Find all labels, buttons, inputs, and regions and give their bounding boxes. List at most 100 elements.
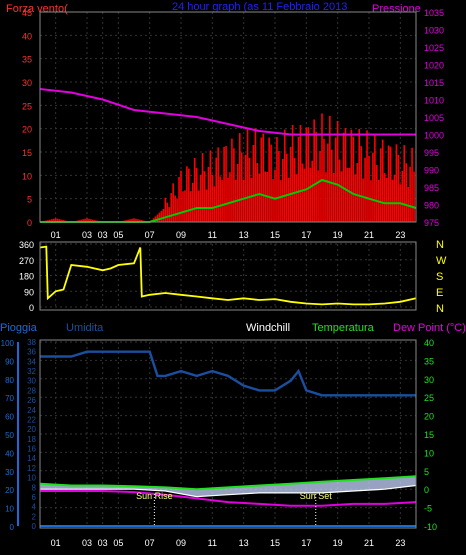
tick-label-direction: 0 <box>29 303 34 313</box>
panel3-frame <box>39 339 417 529</box>
tick-label-rain: 100 <box>1 339 15 348</box>
x-tick-label: 03 <box>98 230 108 240</box>
tick-label-humidity: 38 <box>27 338 36 347</box>
tick-label-temp: 25 <box>424 393 434 403</box>
dewpoint-line <box>40 490 417 507</box>
tick-label-left: 20 <box>22 125 32 135</box>
compass-letter: N <box>436 303 444 315</box>
tick-label-left: 40 <box>22 31 32 41</box>
tick-label-right: 980 <box>424 201 439 211</box>
x-tick-label: 11 <box>208 538 217 548</box>
tick-label-temp: -5 <box>424 504 432 514</box>
x-tick-label: 05 <box>113 538 123 548</box>
x-tick-label: 19 <box>333 538 343 548</box>
compass-letter: W <box>436 255 447 267</box>
tick-label-rain: 90 <box>5 357 14 366</box>
tick-label-humidity: 30 <box>27 377 36 386</box>
temperature-line <box>39 475 417 491</box>
tick-label-temp: 40 <box>424 338 434 348</box>
tick-label-direction: 270 <box>19 256 34 266</box>
tick-label-left: 45 <box>22 8 32 18</box>
x-tick-label: 03 <box>82 538 92 548</box>
panel3-axes: 0102030405060708090100024681012141618202… <box>1 338 437 548</box>
x-tick-label: 21 <box>364 230 374 240</box>
windchill-line <box>40 484 417 498</box>
tick-label-temp: 20 <box>424 412 434 422</box>
tick-label-left: 0 <box>27 218 32 228</box>
tick-label-temp: -10 <box>424 522 437 532</box>
humidity-line <box>40 350 416 397</box>
tick-label-rain: 10 <box>5 505 14 514</box>
tick-label-rain: 80 <box>5 376 14 385</box>
x-tick-label: 09 <box>176 230 186 240</box>
tick-label-humidity: 18 <box>27 435 36 444</box>
tick-label-left: 5 <box>27 195 32 205</box>
tick-label-rain: 20 <box>5 486 14 495</box>
tick-label-humidity: 14 <box>27 454 36 463</box>
tick-label-right: 1000 <box>424 131 444 141</box>
tick-label-temp: 5 <box>424 467 429 477</box>
humidity-label: Umidita <box>66 322 104 334</box>
tick-label-left: 25 <box>22 101 32 111</box>
x-tick-label: 19 <box>333 230 343 240</box>
tick-label-humidity: 8 <box>32 483 37 492</box>
rain-label: Pioggia <box>0 322 38 334</box>
panel1-series <box>39 88 417 223</box>
panel1-frame <box>39 11 417 223</box>
tick-label-rain: 0 <box>10 523 15 532</box>
tick-label-humidity: 32 <box>27 367 36 376</box>
tick-label-left: 10 <box>22 171 32 181</box>
panel1-axes: 0510152025303540459759809859909951000100… <box>22 8 444 240</box>
tick-label-rain: 40 <box>5 449 14 458</box>
tick-label-temp: 35 <box>424 356 434 366</box>
tick-label-temp: 15 <box>424 430 434 440</box>
x-tick-label: 07 <box>145 538 155 548</box>
tick-label-humidity: 36 <box>27 348 36 357</box>
panel3-grid <box>40 341 416 527</box>
panel2-frame <box>39 241 417 311</box>
compass-letter: N <box>436 239 444 251</box>
dewpoint-label: Dew Point (°C) <box>393 322 466 334</box>
tick-label-direction: 90 <box>24 287 34 297</box>
x-tick-label: 15 <box>270 230 280 240</box>
panel2-series <box>39 245 417 306</box>
tick-label-right: 975 <box>424 218 439 228</box>
tick-label-temp: 0 <box>424 485 429 495</box>
x-tick-label: 13 <box>239 538 249 548</box>
tick-label-humidity: 24 <box>27 406 36 415</box>
x-tick-label: 15 <box>270 538 280 548</box>
tick-label-humidity: 28 <box>27 386 36 395</box>
wind-direction-line <box>39 245 417 306</box>
tick-label-humidity: 20 <box>27 425 36 434</box>
tick-label-right: 995 <box>424 148 439 158</box>
tick-label-temp: 30 <box>424 375 434 385</box>
tick-label-humidity: 34 <box>27 357 36 366</box>
x-tick-label: 03 <box>98 538 108 548</box>
x-tick-label: 07 <box>145 230 155 240</box>
temperature-label: Temperatura <box>312 322 375 334</box>
panel2-grid <box>40 243 416 308</box>
tick-label-right: 990 <box>424 166 439 176</box>
x-tick-label: 23 <box>395 230 405 240</box>
chart-title: 24 hour graph (as 11 Febbraio 2013 <box>172 1 347 13</box>
tick-label-rain: 70 <box>5 394 14 403</box>
x-tick-label: 21 <box>364 538 374 548</box>
tick-label-humidity: 2 <box>32 512 37 521</box>
pressure-label: Pressione <box>372 3 421 15</box>
tick-label-rain: 50 <box>5 431 14 440</box>
tick-label-temp: 10 <box>424 448 434 458</box>
x-tick-label: 03 <box>82 230 92 240</box>
pressure-line <box>39 88 416 136</box>
tick-label-humidity: 12 <box>27 464 36 473</box>
tick-label-right: 985 <box>424 183 439 193</box>
x-tick-label: 11 <box>208 230 217 240</box>
tick-label-direction: 360 <box>19 240 34 250</box>
x-tick-label: 17 <box>301 230 311 240</box>
tick-label-right: 1025 <box>424 43 444 53</box>
compass-letter: E <box>436 287 443 299</box>
annotation-label: Sun Set <box>300 491 333 501</box>
tick-label-humidity: 26 <box>27 396 36 405</box>
